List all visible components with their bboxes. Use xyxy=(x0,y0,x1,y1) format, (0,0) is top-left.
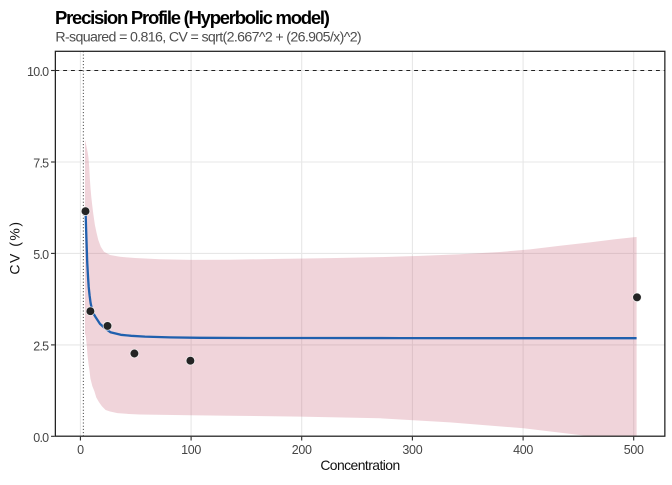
svg-text:0: 0 xyxy=(77,443,84,457)
svg-text:0.0: 0.0 xyxy=(33,431,49,445)
svg-text:500: 500 xyxy=(624,443,644,457)
svg-text:10.0: 10.0 xyxy=(27,65,49,79)
svg-text:R-squared = 0.816, CV = sqrt(2: R-squared = 0.816, CV = sqrt(2.667^2 + (… xyxy=(55,30,361,46)
svg-text:100: 100 xyxy=(181,443,201,457)
svg-text:Precision Profile (Hyperbolic: Precision Profile (Hyperbolic model) xyxy=(55,7,330,28)
svg-text:200: 200 xyxy=(292,443,312,457)
svg-text:Concentration: Concentration xyxy=(320,457,399,473)
svg-text:300: 300 xyxy=(402,443,422,457)
svg-text:CV (%): CV (%) xyxy=(7,220,23,274)
svg-text:400: 400 xyxy=(513,443,533,457)
svg-text:5.0: 5.0 xyxy=(33,248,49,262)
svg-text:7.5: 7.5 xyxy=(33,157,49,171)
svg-text:2.5: 2.5 xyxy=(33,339,49,353)
